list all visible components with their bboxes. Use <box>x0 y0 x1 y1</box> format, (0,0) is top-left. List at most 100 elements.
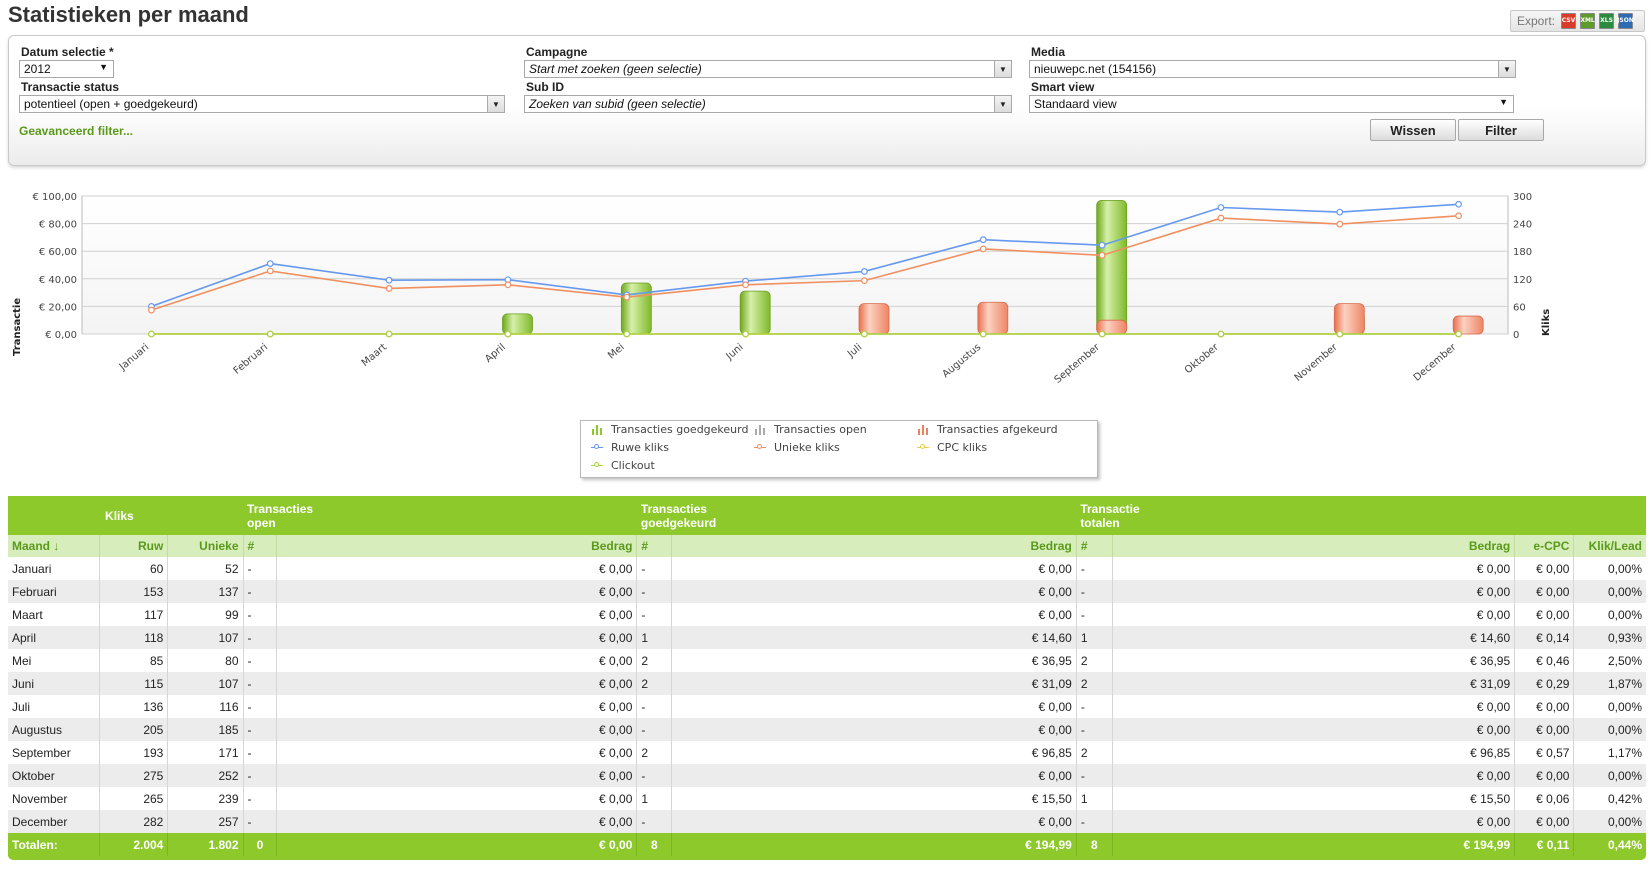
bar-afgekeurd <box>1333 303 1365 335</box>
legend-item[interactable]: Transacties afgekeurd <box>917 423 1058 436</box>
legend-item[interactable]: Unieke kliks <box>754 441 840 454</box>
column-header-row: Maand ↓ Ruw Unieke # Bedrag # Bedrag # Bedrag e-C… <box>8 535 1646 557</box>
col-header-open-count: # <box>242 535 277 557</box>
x-tick-label: December <box>1412 341 1459 383</box>
legend-label: Transacties open <box>774 423 867 436</box>
series-point <box>742 330 749 338</box>
cell-open-count: - <box>242 787 277 810</box>
x-tick-label: Oktober <box>1183 341 1222 376</box>
x-tick-label: Maart <box>360 342 389 369</box>
csv-export-icon[interactable]: CSV <box>1561 13 1577 29</box>
table-row: Mei 85 80- € 0,00 2 € 36,95 2 € 36,95 € 0,46 2,50… <box>8 649 1646 672</box>
line-marker-icon <box>754 442 766 453</box>
cell-open-bedrag: € 0,00 <box>276 764 637 787</box>
total-good-count: 8 <box>636 833 672 856</box>
cell-tot-bedrag: € 96,85 <box>1111 741 1515 764</box>
x-tick-label: Augustus <box>940 342 983 380</box>
smartview-select[interactable]: Standaard view ▼ <box>1029 95 1514 113</box>
legend-item[interactable]: Clickout <box>591 459 655 472</box>
col-header-maand[interactable]: Maand ↓ <box>8 535 100 557</box>
cell-good-bedrag: € 0,00 <box>671 695 1077 718</box>
cell-open-bedrag: € 0,00 <box>276 810 637 833</box>
cell-ecpc: € 0,00 <box>1514 810 1574 833</box>
series-point <box>148 306 155 314</box>
status-select[interactable]: potentieel (open + goedgekeurd) ▼ <box>19 95 505 113</box>
table-row: Februari 153 137- € 0,00- € 0,00- € 0,00 € 0,0… <box>8 580 1646 603</box>
legend-item[interactable]: Ruwe kliks <box>591 441 669 454</box>
subid-select[interactable]: Zoeken van subid (geen selectie) ▼ <box>524 95 1012 113</box>
x-tick-label: April <box>483 342 508 365</box>
cell-good-bedrag: € 0,00 <box>671 810 1077 833</box>
group-header-good-line2: goedgekeurd <box>640 515 717 530</box>
group-header-row: Kliks Transacties open Transacties goedg… <box>8 496 1646 535</box>
group-header-good-line1: Transacties <box>640 501 707 516</box>
subid-value: Zoeken van subid (geen selectie) <box>529 97 706 111</box>
legend-item[interactable]: Transacties goedgekeurd <box>591 423 748 436</box>
cell-tot-bedrag: € 0,00 <box>1111 718 1515 741</box>
total-ecpc: € 0,11 <box>1514 833 1574 856</box>
col-header-klik-lead: Klik/Lead <box>1573 535 1646 557</box>
excel-export-icon[interactable]: XLS <box>1599 13 1615 29</box>
total-open-bedrag: € 0,00 <box>276 833 637 856</box>
media-select[interactable]: nieuwepc.net (154156) ▼ <box>1029 60 1516 78</box>
chevron-down-icon: ▼ <box>1498 61 1515 77</box>
cell-good-count: - <box>636 764 672 787</box>
bar-afgekeurd <box>858 303 890 335</box>
json-export-icon[interactable]: JSON <box>1617 13 1634 29</box>
campagne-select[interactable]: Start met zoeken (geen selectie) ▼ <box>524 60 1012 78</box>
cell-klik-lead: 0,00% <box>1573 580 1646 603</box>
col-header-open-bedrag: Bedrag <box>276 535 637 557</box>
cell-good-bedrag: € 15,50 <box>671 787 1077 810</box>
total-tot-bedrag: € 194,99 <box>1111 833 1515 856</box>
legend-label: Transacties afgekeurd <box>937 423 1058 436</box>
cell-open-bedrag: € 0,00 <box>276 557 637 580</box>
series-point <box>385 330 393 338</box>
cell-klik-lead: 2,50% <box>1573 649 1646 672</box>
group-header-open-line1: Transacties <box>247 501 314 516</box>
smartview-label: Smart view <box>1031 80 1095 94</box>
x-tick-label: Juli <box>845 342 864 361</box>
y-tick-label: € 0,00 <box>45 330 77 341</box>
cell-tot-count: 2 <box>1075 649 1113 672</box>
wissen-button[interactable]: Wissen <box>1370 119 1456 141</box>
cell-unieke: 52 <box>167 557 244 580</box>
legend-item[interactable]: Transacties open <box>754 423 867 436</box>
group-header-open-line2: open <box>247 515 276 530</box>
cell-maand: September <box>8 741 100 764</box>
cell-open-bedrag: € 0,00 <box>276 580 637 603</box>
total-good-bedrag: € 194,99 <box>671 833 1077 856</box>
cell-good-count: 2 <box>636 649 672 672</box>
cell-klik-lead: 0,00% <box>1573 603 1646 626</box>
chevron-down-icon: ▼ <box>99 62 108 72</box>
cell-good-bedrag: € 31,09 <box>671 672 1077 695</box>
cell-good-bedrag: € 0,00 <box>671 580 1077 603</box>
table-row: September 193 171- € 0,00 2 € 96,85 2 € 96,85 € … <box>8 741 1646 764</box>
cell-ruw: 115 <box>98 672 168 695</box>
legend-item[interactable]: CPC kliks <box>917 441 987 454</box>
xml-export-icon[interactable]: XML <box>1580 13 1596 29</box>
y2-tick-label: 240 <box>1513 220 1532 231</box>
table-row: Oktober 275 252- € 0,00- € 0,00- € 0,00 € 0,00… <box>8 764 1646 787</box>
cell-ecpc: € 0,00 <box>1514 718 1574 741</box>
table-row: December 282 257- € 0,00- € 0,00- € 0,00 € 0,0… <box>8 810 1646 833</box>
datum-select[interactable]: 2012 ▼ <box>19 60 114 78</box>
cell-good-count: 1 <box>636 626 672 649</box>
filter-button[interactable]: Filter <box>1458 119 1544 141</box>
bar-chart-icon <box>754 424 766 435</box>
cell-ruw: 275 <box>98 764 168 787</box>
cell-tot-count: - <box>1075 557 1113 580</box>
advanced-filter-link[interactable]: Geavanceerd filter... <box>19 124 134 138</box>
bar-chart-icon <box>917 424 929 435</box>
cell-open-count: - <box>242 603 277 626</box>
cell-good-count: - <box>636 718 672 741</box>
col-header-tot-bedrag: Bedrag <box>1111 535 1515 557</box>
series-point <box>861 330 868 338</box>
cell-good-count: 1 <box>636 787 672 810</box>
col-header-ecpc: e-CPC <box>1514 535 1574 557</box>
series-line-unieke-kliks <box>151 214 1459 311</box>
group-header-open: Transacties open <box>243 496 637 535</box>
cell-klik-lead: 0,00% <box>1573 718 1646 741</box>
cell-klik-lead: 0,93% <box>1573 626 1646 649</box>
series-point <box>1098 251 1106 259</box>
cell-tot-count: - <box>1075 603 1113 626</box>
